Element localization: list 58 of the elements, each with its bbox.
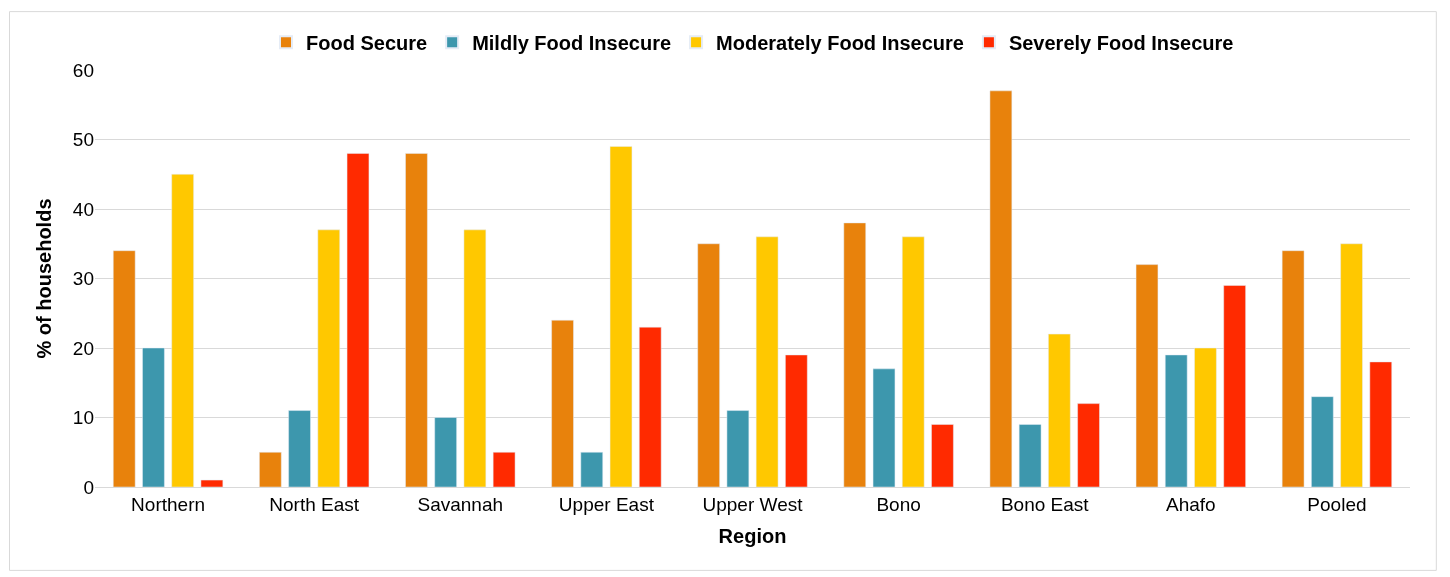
bar — [639, 326, 662, 487]
y-tick-label: 30 — [72, 268, 94, 290]
legend-label: Severely Food Insecure — [1008, 31, 1234, 54]
bar — [580, 452, 603, 487]
x-tick-label: Northern — [131, 493, 206, 515]
legend-label: Food Secure — [306, 31, 428, 54]
x-tick-label: North East — [269, 493, 360, 515]
bar — [872, 368, 896, 487]
x-tick-label: Pooled — [1307, 493, 1367, 515]
bar — [346, 153, 370, 487]
bar — [200, 479, 224, 487]
bar — [843, 222, 866, 487]
legend-label: Mildly Food Insecure — [472, 31, 672, 54]
bar — [1048, 333, 1071, 487]
bar — [931, 424, 954, 487]
bar — [755, 236, 779, 487]
bar — [405, 153, 428, 487]
bar — [142, 347, 165, 487]
bar — [697, 243, 720, 487]
x-axis-title: Region — [718, 525, 787, 548]
y-tick-label: 20 — [72, 337, 94, 359]
bar — [317, 229, 340, 487]
x-tick-label: Upper East — [558, 493, 655, 515]
bar — [1340, 243, 1363, 487]
y-tick-label: 0 — [83, 476, 94, 498]
y-tick-label: 10 — [72, 407, 94, 429]
y-tick-label: 50 — [72, 129, 94, 151]
bar — [1311, 396, 1334, 487]
bar — [463, 229, 487, 487]
bar — [726, 410, 750, 487]
bar — [113, 250, 136, 487]
bar — [1018, 424, 1042, 487]
bar — [492, 452, 516, 487]
bar — [259, 452, 282, 487]
bar — [1077, 403, 1100, 487]
y-axis-title: % of households — [33, 198, 56, 359]
y-tick-label: 40 — [72, 198, 94, 220]
bar — [1165, 354, 1188, 487]
bar — [288, 410, 311, 487]
x-tick-label: Savannah — [417, 493, 504, 515]
bar — [902, 236, 925, 487]
x-tick-label: Ahafo — [1166, 493, 1216, 515]
bar — [785, 354, 808, 487]
y-tick-label: 60 — [72, 59, 94, 81]
legend-label: Moderately Food Insecure — [716, 31, 964, 54]
bar — [1223, 285, 1246, 487]
bar — [434, 417, 457, 487]
bar — [1369, 361, 1392, 487]
bar — [1194, 347, 1217, 487]
bar — [171, 174, 194, 487]
x-tick-label: Upper West — [702, 493, 804, 515]
bar — [609, 146, 633, 487]
bar — [1281, 250, 1305, 487]
bar — [1135, 264, 1159, 487]
x-tick-label: Bono — [876, 493, 921, 515]
bar — [551, 319, 574, 487]
bar — [989, 90, 1013, 487]
x-tick-label: Bono East — [1000, 493, 1090, 515]
